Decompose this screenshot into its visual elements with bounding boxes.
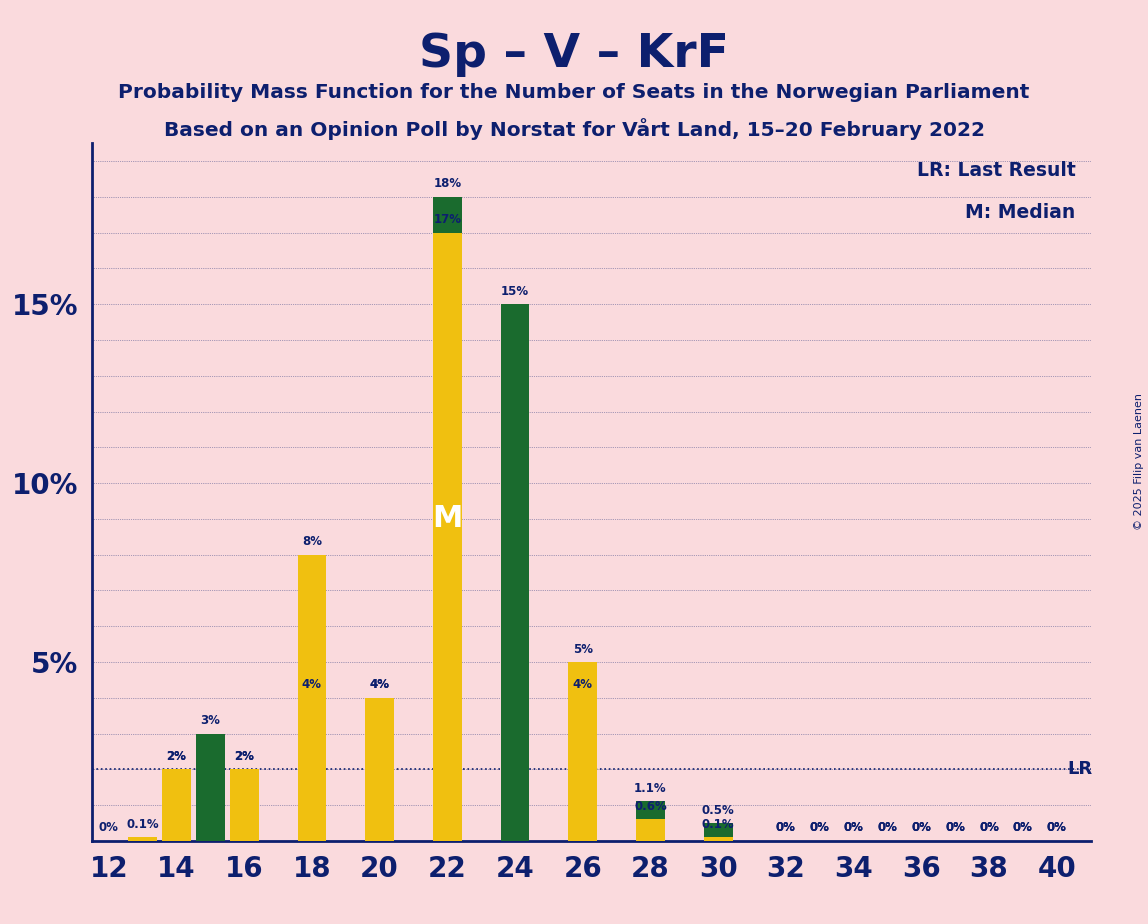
Text: © 2025 Filip van Laenen: © 2025 Filip van Laenen <box>1134 394 1143 530</box>
Text: 0%: 0% <box>979 821 999 834</box>
Text: 0%: 0% <box>877 821 898 834</box>
Text: 17%: 17% <box>433 213 461 226</box>
Text: 0.1%: 0.1% <box>126 818 158 831</box>
Text: 4%: 4% <box>370 678 389 691</box>
Text: 0.6%: 0.6% <box>634 800 667 813</box>
Text: 2%: 2% <box>166 750 186 763</box>
Text: 0%: 0% <box>945 821 965 834</box>
Text: Sp – V – KrF: Sp – V – KrF <box>419 32 729 78</box>
Bar <box>297 698 326 841</box>
Bar <box>196 734 225 841</box>
Text: 2%: 2% <box>166 750 186 763</box>
Text: 4%: 4% <box>370 678 389 691</box>
Text: 0%: 0% <box>1047 821 1066 834</box>
Bar <box>433 197 461 841</box>
Bar <box>297 554 326 841</box>
Bar <box>568 662 597 841</box>
Text: M: Median: M: Median <box>965 202 1076 222</box>
Text: Probability Mass Function for the Number of Seats in the Norwegian Parliament: Probability Mass Function for the Number… <box>118 83 1030 103</box>
Text: 0%: 0% <box>1013 821 1033 834</box>
Text: 0%: 0% <box>809 821 830 834</box>
Text: 4%: 4% <box>302 678 321 691</box>
Bar <box>704 823 732 841</box>
Text: 0%: 0% <box>776 821 796 834</box>
Bar <box>129 837 157 841</box>
Text: 0.1%: 0.1% <box>701 818 735 831</box>
Bar <box>365 698 394 841</box>
Bar <box>230 770 258 841</box>
Text: 0%: 0% <box>912 821 931 834</box>
Text: 18%: 18% <box>433 177 461 190</box>
Text: Based on an Opinion Poll by Norstat for Vårt Land, 15–20 February 2022: Based on an Opinion Poll by Norstat for … <box>163 118 985 140</box>
Text: M: M <box>432 505 463 533</box>
Text: 1.1%: 1.1% <box>634 782 667 795</box>
Bar <box>636 820 665 841</box>
Text: 0%: 0% <box>979 821 999 834</box>
Text: 0%: 0% <box>844 821 863 834</box>
Text: 0%: 0% <box>809 821 830 834</box>
Text: 0.5%: 0.5% <box>701 804 735 817</box>
Text: 0%: 0% <box>1013 821 1033 834</box>
Text: LR: LR <box>1066 760 1092 778</box>
Text: 0%: 0% <box>912 821 931 834</box>
Text: 5%: 5% <box>573 642 592 655</box>
Text: 0%: 0% <box>877 821 898 834</box>
Text: 0%: 0% <box>945 821 965 834</box>
Bar <box>501 304 529 841</box>
Text: 3%: 3% <box>201 714 220 727</box>
Text: 0%: 0% <box>1047 821 1066 834</box>
Text: 0%: 0% <box>776 821 796 834</box>
Bar <box>162 770 191 841</box>
Text: 0%: 0% <box>99 821 118 834</box>
Bar <box>365 698 394 841</box>
Text: 2%: 2% <box>234 750 254 763</box>
Bar <box>162 770 191 841</box>
Bar <box>568 698 597 841</box>
Text: 15%: 15% <box>501 285 529 298</box>
Bar <box>230 770 258 841</box>
Text: LR: Last Result: LR: Last Result <box>917 161 1076 179</box>
Text: 4%: 4% <box>573 678 592 691</box>
Text: 8%: 8% <box>302 535 321 548</box>
Bar <box>704 837 732 841</box>
Bar <box>636 801 665 841</box>
Text: 2%: 2% <box>234 750 254 763</box>
Text: 0%: 0% <box>844 821 863 834</box>
Bar <box>433 233 461 841</box>
